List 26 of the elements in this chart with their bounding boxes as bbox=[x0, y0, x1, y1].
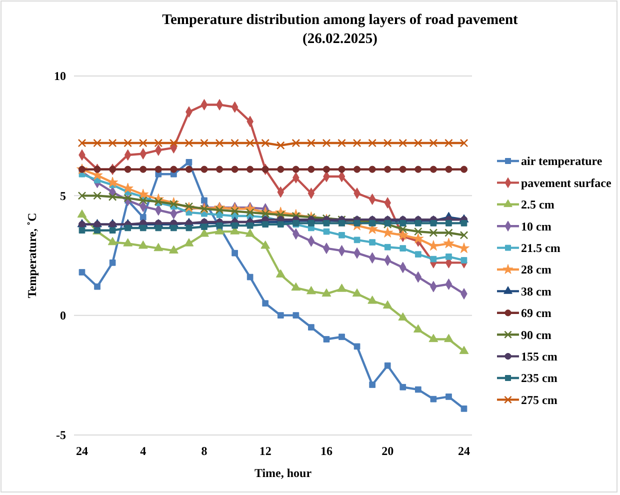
legend-label: 10 cm bbox=[521, 219, 552, 234]
x-tick-label: 12 bbox=[259, 444, 272, 458]
y-tick-label: 0 bbox=[60, 308, 66, 323]
y-tick-label: 5 bbox=[60, 188, 66, 203]
x-tick-label: 24 bbox=[458, 444, 470, 458]
legend-label: 235 cm bbox=[521, 371, 558, 386]
x-tick-label: 4 bbox=[140, 444, 146, 458]
x-tick-label: 8 bbox=[201, 444, 208, 458]
legend-label: pavement surface bbox=[521, 176, 612, 190]
y-tick-label: -5 bbox=[56, 428, 66, 442]
legend-label: 155 cm bbox=[521, 350, 558, 364]
legend-label: 275 cm bbox=[521, 392, 558, 407]
legend-label: 69 cm bbox=[521, 306, 552, 320]
x-axis-title: Time, hour bbox=[254, 466, 312, 480]
legend-label: 21.5 cm bbox=[521, 241, 560, 255]
y-axis-title: Temperature, ˚C bbox=[25, 212, 39, 298]
x-tick-label: 20 bbox=[382, 444, 394, 458]
legend-label: air temperature bbox=[521, 154, 603, 168]
legend-label: 38 cm bbox=[521, 284, 552, 298]
legend-label: 2.5 cm bbox=[521, 198, 554, 212]
x-tick-label: 24 bbox=[76, 444, 88, 458]
x-tick-label: 16 bbox=[320, 444, 332, 458]
chart-title: Temperature distribution among layers of road pavement (26.02.2025) bbox=[162, 12, 518, 47]
legend-label: 28 cm bbox=[521, 262, 552, 277]
legend-label: 90 cm bbox=[521, 328, 552, 342]
y-tick-label: 10 bbox=[54, 69, 66, 84]
